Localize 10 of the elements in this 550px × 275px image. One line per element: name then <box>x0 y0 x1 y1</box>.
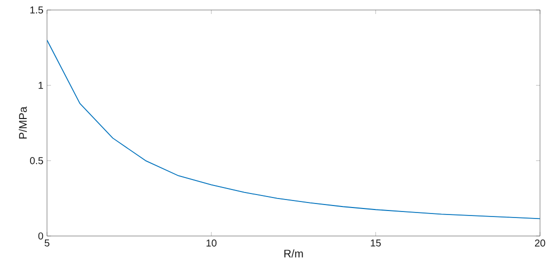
x-tick-label: 15 <box>370 240 381 246</box>
y-tick-label: 1.5 <box>30 6 44 14</box>
y-axis-title: P/MPa <box>18 106 27 139</box>
x-tick-label: 5 <box>44 240 50 246</box>
x-axis-title: R/m <box>284 249 303 258</box>
x-tick-label: 10 <box>206 240 216 247</box>
y-tick-label: 0.5 <box>30 157 44 164</box>
y-tick-label: 1 <box>38 82 44 89</box>
x-tick-label: 20 <box>534 240 546 247</box>
y-tick-label: 0 <box>38 232 44 240</box>
